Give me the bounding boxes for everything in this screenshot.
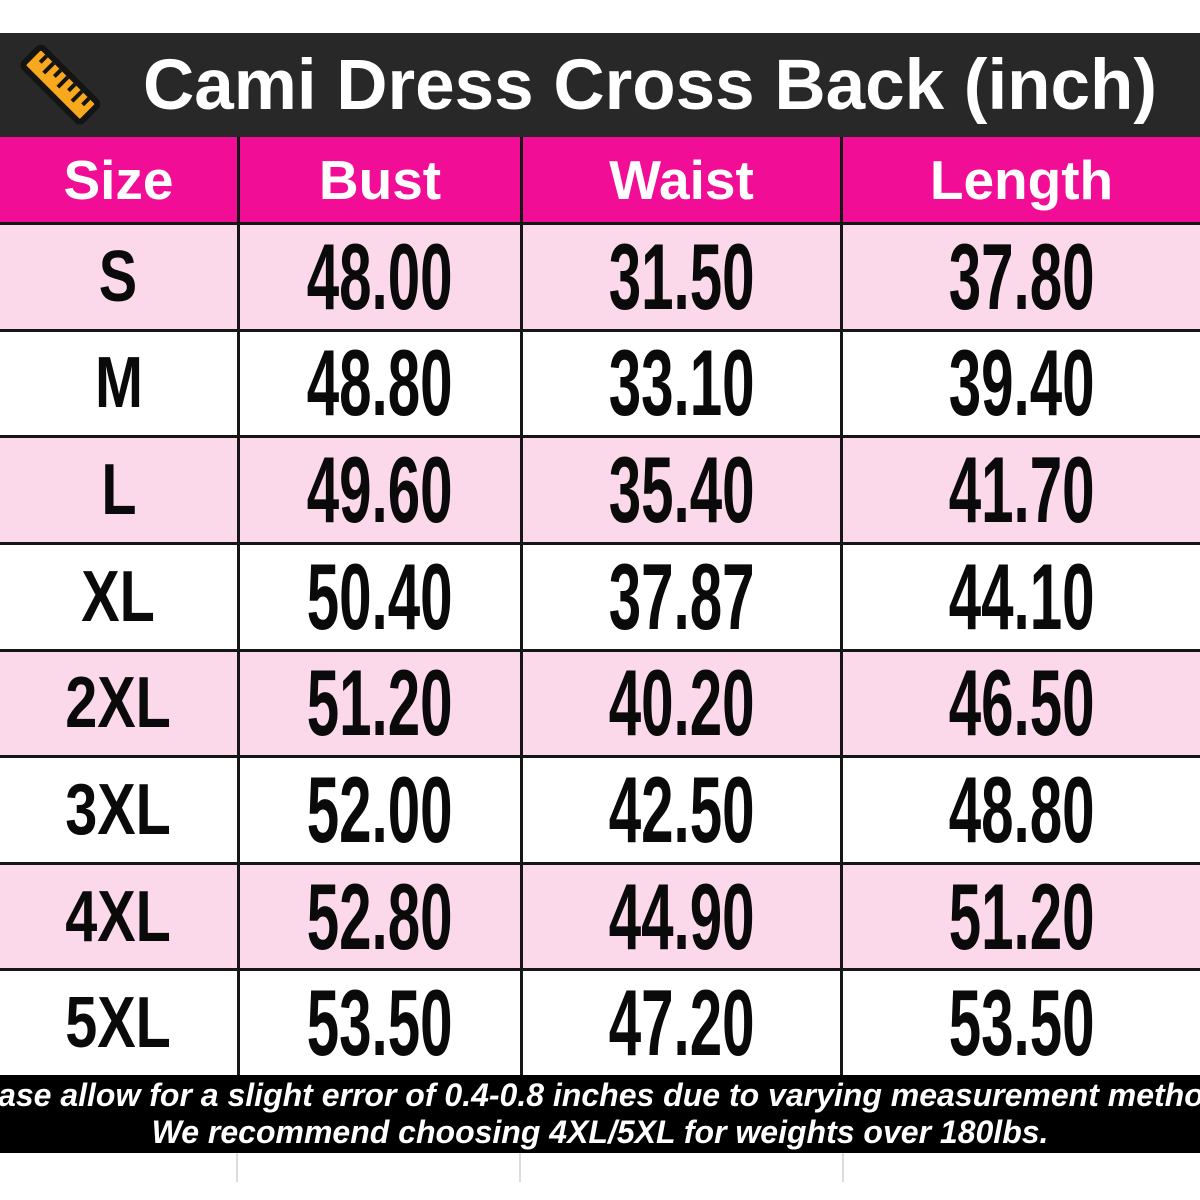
col-header-size: Size [63, 148, 174, 211]
length-cell: 41.70 [840, 438, 1200, 542]
table-header-row: Size Bust Waist Length [0, 137, 1200, 222]
table-row: 4XL 52.80 44.90 51.20 [0, 861, 1200, 969]
length-cell: 53.50 [840, 971, 1200, 1075]
column-line [519, 1153, 521, 1182]
length-cell: 44.10 [840, 544, 1200, 649]
size-cell: L [100, 450, 137, 531]
col-header-waist: Waist [520, 137, 840, 222]
waist-cell: 44.90 [520, 864, 840, 969]
bust-cell: 49.60 [237, 438, 520, 542]
size-cell: XL [81, 556, 156, 637]
bust-cell: 48.00 [237, 225, 520, 329]
size-cell: S [99, 236, 138, 317]
waist-cell: 35.40 [520, 438, 840, 542]
footer-line-2: We recommend choosing 4XL/5XL for weight… [151, 1114, 1049, 1150]
size-cell: 4XL [65, 876, 172, 957]
table-row: XL 50.40 37.87 44.10 [0, 541, 1200, 649]
column-line [236, 1153, 238, 1182]
waist-cell: 31.50 [520, 225, 840, 329]
column-line [842, 1153, 844, 1182]
footer-line-1: Please allow for a slight error of 0.4-0… [0, 1077, 1200, 1113]
bust-cell: 51.20 [237, 651, 520, 756]
size-cell: 5XL [65, 983, 172, 1064]
top-margin [0, 0, 1200, 33]
table-row: 2XL 51.20 40.20 46.50 [0, 648, 1200, 756]
size-cell: 3XL [65, 769, 172, 850]
length-cell: 51.20 [840, 864, 1200, 969]
length-cell: 39.40 [840, 331, 1200, 436]
length-cell: 46.50 [840, 651, 1200, 756]
bust-cell: 50.40 [237, 544, 520, 649]
bust-cell: 52.80 [237, 864, 520, 969]
ruler-icon [14, 39, 106, 131]
size-cell: 2XL [65, 663, 172, 744]
bust-cell: 53.50 [237, 971, 520, 1075]
table-row: M 48.80 33.10 39.40 [0, 328, 1200, 436]
bust-cell: 52.00 [237, 758, 520, 862]
table-row: L 49.60 35.40 41.70 [0, 435, 1200, 542]
col-header-bust: Bust [237, 137, 520, 222]
bust-cell: 48.80 [237, 331, 520, 436]
size-cell: M [94, 343, 143, 424]
waist-cell: 42.50 [520, 758, 840, 862]
table-row: 5XL 53.50 47.20 53.50 [0, 968, 1200, 1075]
length-cell: 48.80 [840, 758, 1200, 862]
waist-cell: 47.20 [520, 971, 840, 1075]
table-row: 3XL 52.00 42.50 48.80 [0, 755, 1200, 862]
bottom-margin [0, 1153, 1200, 1200]
page-title: Cami Dress Cross Back (inch) [142, 45, 1158, 125]
table-row: S 48.00 31.50 37.80 [0, 222, 1200, 329]
length-cell: 37.80 [840, 225, 1200, 329]
footer-note: Please allow for a slight error of 0.4-0… [0, 1075, 1200, 1153]
header-bar: Cami Dress Cross Back (inch) [0, 33, 1200, 137]
waist-cell: 33.10 [520, 331, 840, 436]
size-table-body: S 48.00 31.50 37.80 M 48.80 33.10 39.40 … [0, 222, 1200, 1075]
waist-cell: 37.87 [520, 544, 840, 649]
waist-cell: 40.20 [520, 651, 840, 756]
col-header-length: Length [840, 137, 1200, 222]
